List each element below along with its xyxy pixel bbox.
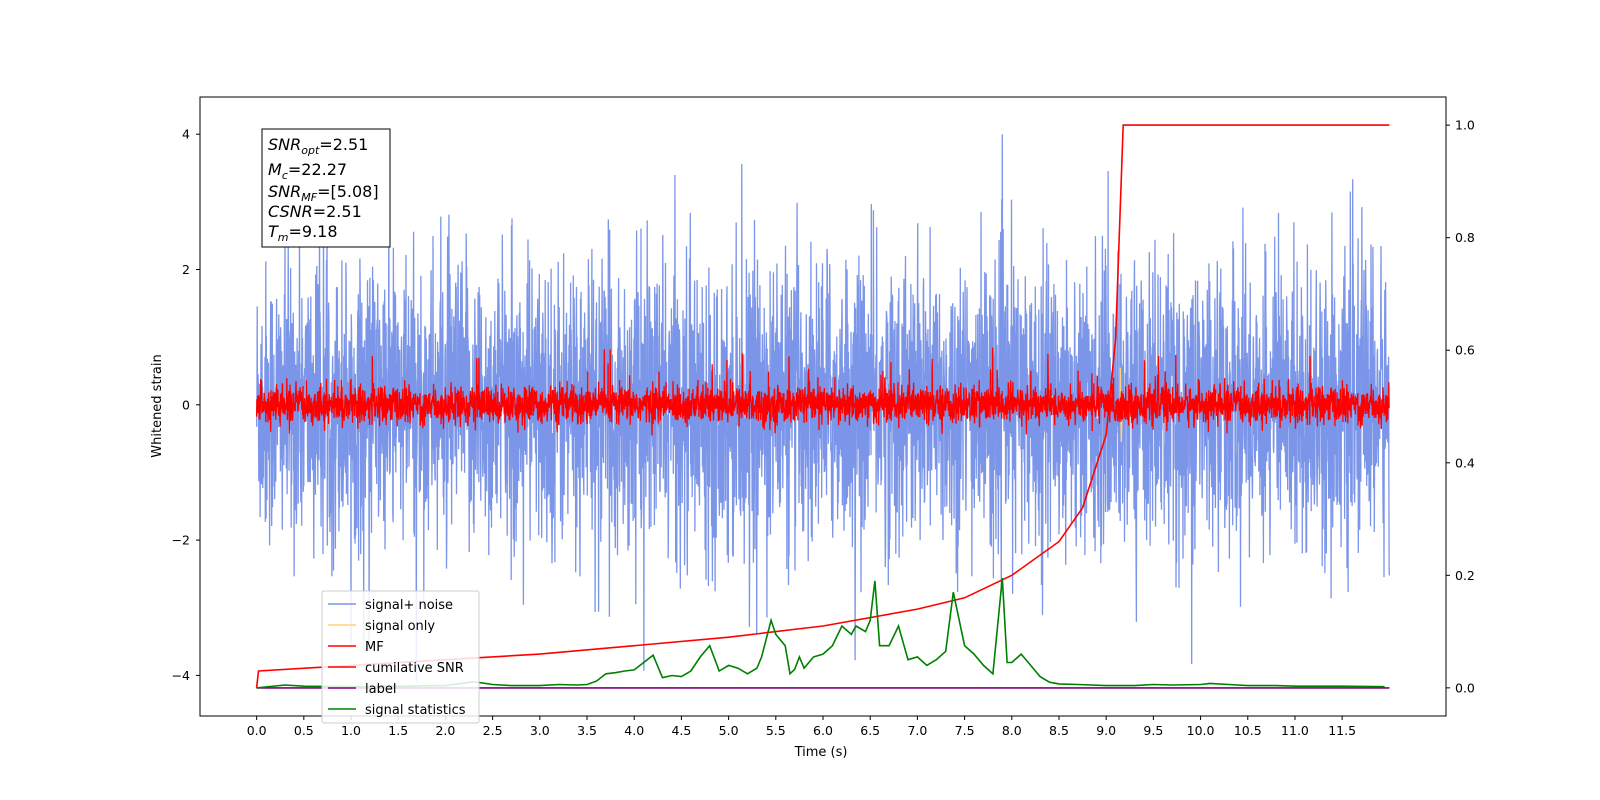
y-right-tick-label: 1.0 [1455, 118, 1475, 133]
x-tick-label: 11.5 [1328, 723, 1356, 738]
legend: signal+ noise signal only MF cumilative … [321, 590, 480, 724]
x-tick-label: 2.0 [435, 723, 455, 738]
legend-frame [321, 590, 480, 724]
series-mf [255, 347, 1390, 436]
y-left-tick-label: 0 [182, 397, 190, 412]
legend-label-label: label [365, 682, 396, 697]
series-signal-statistics [256, 578, 1385, 689]
legend-label-signal-noise: signal+ noise [365, 598, 453, 613]
x-tick-label: 6.0 [813, 723, 833, 738]
legend-label-signal-only: signal only [365, 619, 435, 634]
x-tick-label: 5.5 [766, 723, 786, 738]
x-tick-label: 4.0 [624, 723, 644, 738]
y-right-tick-label: 0.2 [1455, 568, 1475, 583]
y-right-tick-label: 0.8 [1455, 230, 1475, 245]
info-snr-mf: SNRMF=[5.08] [268, 182, 379, 204]
legend-label-cumulative-snr: cumilative SNR [365, 661, 464, 676]
x-tick-label: 6.5 [860, 723, 880, 738]
y-right-tick-label: 0.4 [1455, 455, 1475, 470]
x-tick-label: 4.5 [671, 723, 691, 738]
y-left-tick-label: −4 [172, 668, 190, 683]
y-axis-label: Whitened strain [150, 354, 165, 457]
info-snr-opt: SNRopt=2.51 [268, 135, 368, 157]
x-tick-label: 8.0 [1002, 723, 1022, 738]
x-tick-label: 5.0 [719, 723, 739, 738]
x-tick-label: 0.0 [247, 723, 267, 738]
x-tick-label: 2.5 [483, 723, 503, 738]
info-csnr: CSNR=2.51 [268, 202, 362, 221]
x-tick-label: 3.5 [577, 723, 597, 738]
x-tick-label: 9.5 [1143, 723, 1163, 738]
x-tick-label: 7.5 [955, 723, 975, 738]
x-tick-label: 10.5 [1234, 723, 1262, 738]
x-tick-label: 0.5 [294, 723, 314, 738]
x-axis: 0.0 0.5 1.0 1.5 2.0 2.5 3.0 3.5 4.0 4.5 5.0 5.5 6.0 6… [247, 716, 1356, 738]
y-axis-left: 4 2 0 −2 −4 [172, 127, 200, 683]
y-axis-right: 1.0 0.8 0.6 0.4 0.2 0.0 [1446, 118, 1475, 695]
y-left-tick-label: −2 [172, 533, 190, 548]
x-tick-label: 9.0 [1096, 723, 1116, 738]
x-tick-label: 10.0 [1187, 723, 1215, 738]
legend-label-mf: MF [365, 640, 384, 655]
x-tick-label: 1.0 [341, 723, 361, 738]
info-mc: Mc=22.27 [268, 160, 347, 182]
x-tick-label: 3.0 [530, 723, 550, 738]
x-tick-label: 1.5 [388, 723, 408, 738]
y-right-tick-label: 0.0 [1455, 680, 1475, 695]
y-left-tick-label: 4 [182, 127, 190, 142]
x-tick-label: 11.0 [1281, 723, 1309, 738]
info-box-frame [261, 128, 391, 248]
legend-label-signal-statistics: signal statistics [365, 703, 466, 718]
info-box: SNRopt=2.51 Mc=22.27 SNRMF=[5.08] CSNR=2… [261, 128, 391, 248]
y-right-tick-label: 0.6 [1455, 343, 1475, 358]
series-signal-noise [255, 134, 1391, 683]
x-axis-label: Time (s) [794, 745, 848, 760]
info-tm: Tm=9.18 [268, 222, 338, 244]
x-tick-label: 8.5 [1049, 723, 1069, 738]
x-tick-label: 7.0 [907, 723, 927, 738]
y-left-tick-label: 2 [182, 262, 190, 277]
